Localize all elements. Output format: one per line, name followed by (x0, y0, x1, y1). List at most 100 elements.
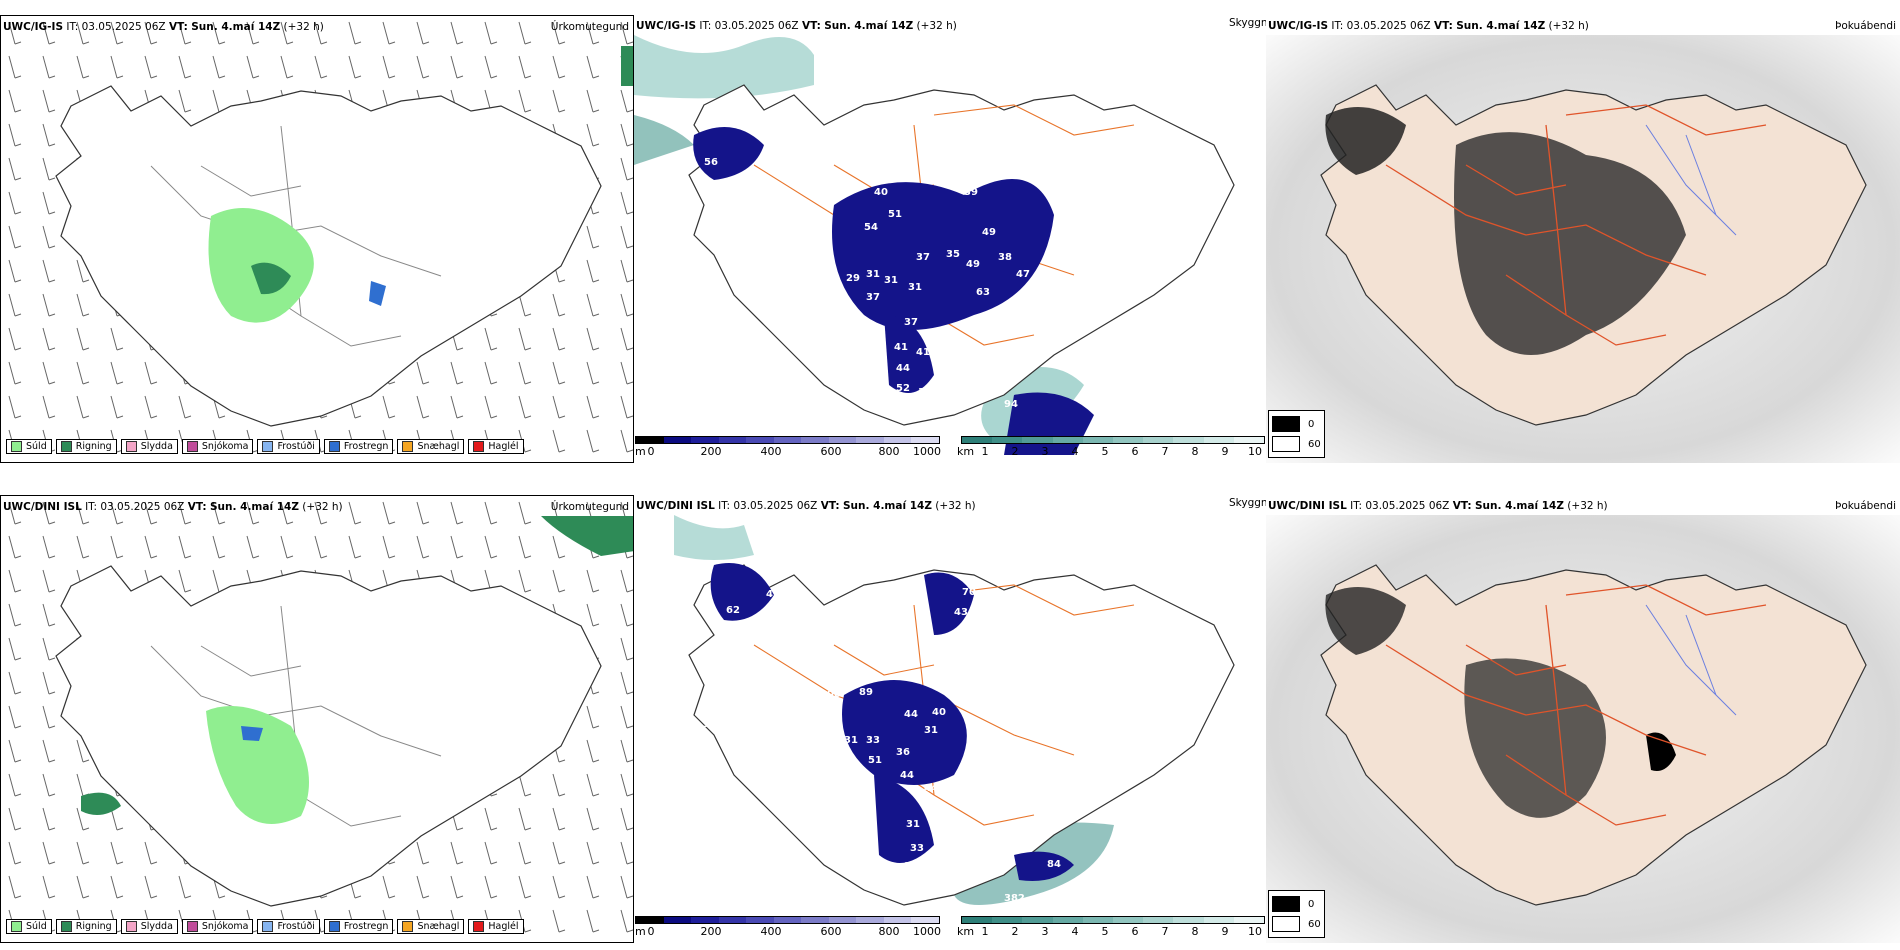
value-label: 31 (844, 735, 858, 746)
value-label: 58 (759, 117, 773, 128)
legend-item: Haglél (468, 919, 524, 934)
cloud-base-panel-bottom: 58 43 62 60 76 70 43 60 153 73 100 89 21… (634, 495, 1268, 943)
value-label: 36 (932, 137, 946, 148)
legend-swatch (328, 921, 340, 932)
tick-label: 0 (647, 925, 655, 938)
legend-item: Frostregn (323, 439, 394, 454)
value-label: 47 (934, 157, 948, 168)
legend-item: Frostúði (257, 919, 320, 934)
value-label: 72 (994, 712, 1008, 723)
legend-swatch (473, 441, 485, 452)
value-label: 41 (930, 823, 944, 834)
legend-item: Haglél (468, 439, 524, 454)
legend-item: Snjókoma (181, 919, 254, 934)
panel-header: UWC/DINI ISL IT: 03.05.2025 06Z VT: Sun.… (1268, 500, 1608, 512)
height-colorbar (635, 916, 940, 924)
value-label: 46 (724, 119, 738, 130)
value-label: 63 (976, 287, 990, 298)
legend-swatch (60, 441, 72, 452)
legend-item: Slydda (120, 439, 178, 454)
panel-header: UWC/IG-IS IT: 03.05.2025 06Z VT: Sun. 4.… (1268, 20, 1589, 32)
value-label: 44 (896, 363, 910, 374)
tick-label: 200 (700, 925, 722, 938)
value-label: 21 (936, 683, 950, 694)
fog-index-panel-bottom: UWC/DINI ISL IT: 03.05.2025 06Z VT: Sun.… (1266, 495, 1900, 943)
value-label: 47 (1016, 269, 1030, 280)
panel-header: UWC/IG-IS IT: 03.05.2025 06Z VT: Sun. 4.… (636, 20, 957, 32)
value-label: 104 (1004, 749, 1025, 760)
fog-legend-row: 0 (1272, 414, 1321, 434)
height-scale: m 0 200 400 600 800 1000 (635, 916, 941, 938)
value-label: 33 (910, 843, 924, 854)
value-label: 84 (1047, 859, 1061, 870)
visibility-ticks: km 1 2 3 4 5 6 7 8 9 10 (957, 444, 1265, 458)
legend-swatch (402, 441, 414, 452)
value-label: 52 (896, 383, 910, 394)
value-label: 31 (908, 282, 922, 293)
value-label: 41 (894, 342, 908, 353)
value-label: 44 (924, 783, 938, 794)
legend-item: Snæhagl (397, 919, 465, 934)
value-label: 38 (998, 252, 1012, 263)
value-label: 31 (866, 269, 880, 280)
legend-swatch (11, 921, 22, 932)
legend-item: Rigning (55, 919, 117, 934)
value-label: 31 (884, 275, 898, 286)
visibility-scale: km 1 2 3 4 5 6 7 8 9 10 (957, 436, 1265, 458)
legend-item: Snjókoma (181, 439, 254, 454)
value-label: 37 (904, 317, 918, 328)
panel-type-title: Úrkomutegund (550, 501, 629, 513)
value-label: 32 (926, 855, 940, 866)
tick-label: 4 (1071, 445, 1079, 458)
iceland-cloud-base-map: 58 46 56 54 40 51 39 36 47 49 38 47 37 3… (634, 35, 1235, 455)
value-label: 62 (726, 605, 740, 616)
legend-swatch (11, 441, 22, 452)
panel-type-title: Þokuábendi (1835, 500, 1896, 512)
fog-legend-row: 0 (1272, 894, 1321, 914)
value-label: 36 (702, 719, 716, 730)
iceland-cloud-base-map: 58 43 62 60 76 70 43 60 153 73 100 89 21… (674, 515, 1235, 906)
tick-label: 6 (1131, 445, 1139, 458)
legend-swatch (125, 921, 137, 932)
value-label: 51 (888, 209, 902, 220)
tick-label: 800 (878, 925, 900, 938)
value-label: 40 (932, 707, 946, 718)
tick-label: 8 (1191, 925, 1199, 938)
visibility-title: Skyggni (1229, 497, 1271, 509)
precip-legend: Súld Rigning Slydda Snjókoma Frostúði Fr… (6, 439, 524, 454)
iceland-outline (55, 565, 602, 907)
precip-type-panel-top: UWC/IG-IS IT: 03.05.2025 06Z VT: Sun. 4.… (0, 15, 634, 463)
legend-swatch (473, 921, 485, 932)
value-label: 37 (866, 292, 880, 303)
tick-label: 0 (647, 445, 655, 458)
legend-item: Slydda (120, 919, 178, 934)
visibility-scale: km 1 2 3 4 5 6 7 8 9 10 (957, 916, 1265, 938)
tick-label: 10 (1248, 445, 1262, 458)
iceland-outline (55, 85, 602, 427)
tick-label: 400 (760, 445, 782, 458)
precip-type-panel-bottom: UWC/DINI ISL IT: 03.05.2025 06Z VT: Sun.… (0, 495, 634, 943)
tick-label: 8 (1191, 445, 1199, 458)
tick-label: 400 (760, 925, 782, 938)
visibility-unit: km (957, 445, 975, 458)
value-label: 31 (906, 819, 920, 830)
value-label: 57 (830, 299, 844, 310)
legend-swatch (402, 921, 414, 932)
tick-label: 3 (1041, 925, 1049, 938)
fog-legend-row: 60 (1272, 434, 1321, 454)
value-label: 43 (954, 607, 968, 618)
legend-item: Súld (6, 919, 52, 934)
value-label: 89 (859, 687, 873, 698)
value-label: 38 (904, 861, 918, 872)
tick-label: 7 (1161, 925, 1169, 938)
value-label: 39 (964, 187, 978, 198)
cloud-base-panel-top: 58 46 56 54 40 51 39 36 47 49 38 47 37 3… (634, 15, 1268, 463)
tick-label: 2 (1011, 925, 1019, 938)
tick-label: 600 (820, 925, 842, 938)
legend-item: Rigning (55, 439, 117, 454)
tick-label: 800 (878, 445, 900, 458)
height-colorbar (635, 436, 940, 444)
tick-label: 5 (1101, 445, 1109, 458)
visibility-ticks: km 1 2 3 4 5 6 7 8 9 10 (957, 924, 1265, 938)
value-label: 31 (924, 725, 938, 736)
